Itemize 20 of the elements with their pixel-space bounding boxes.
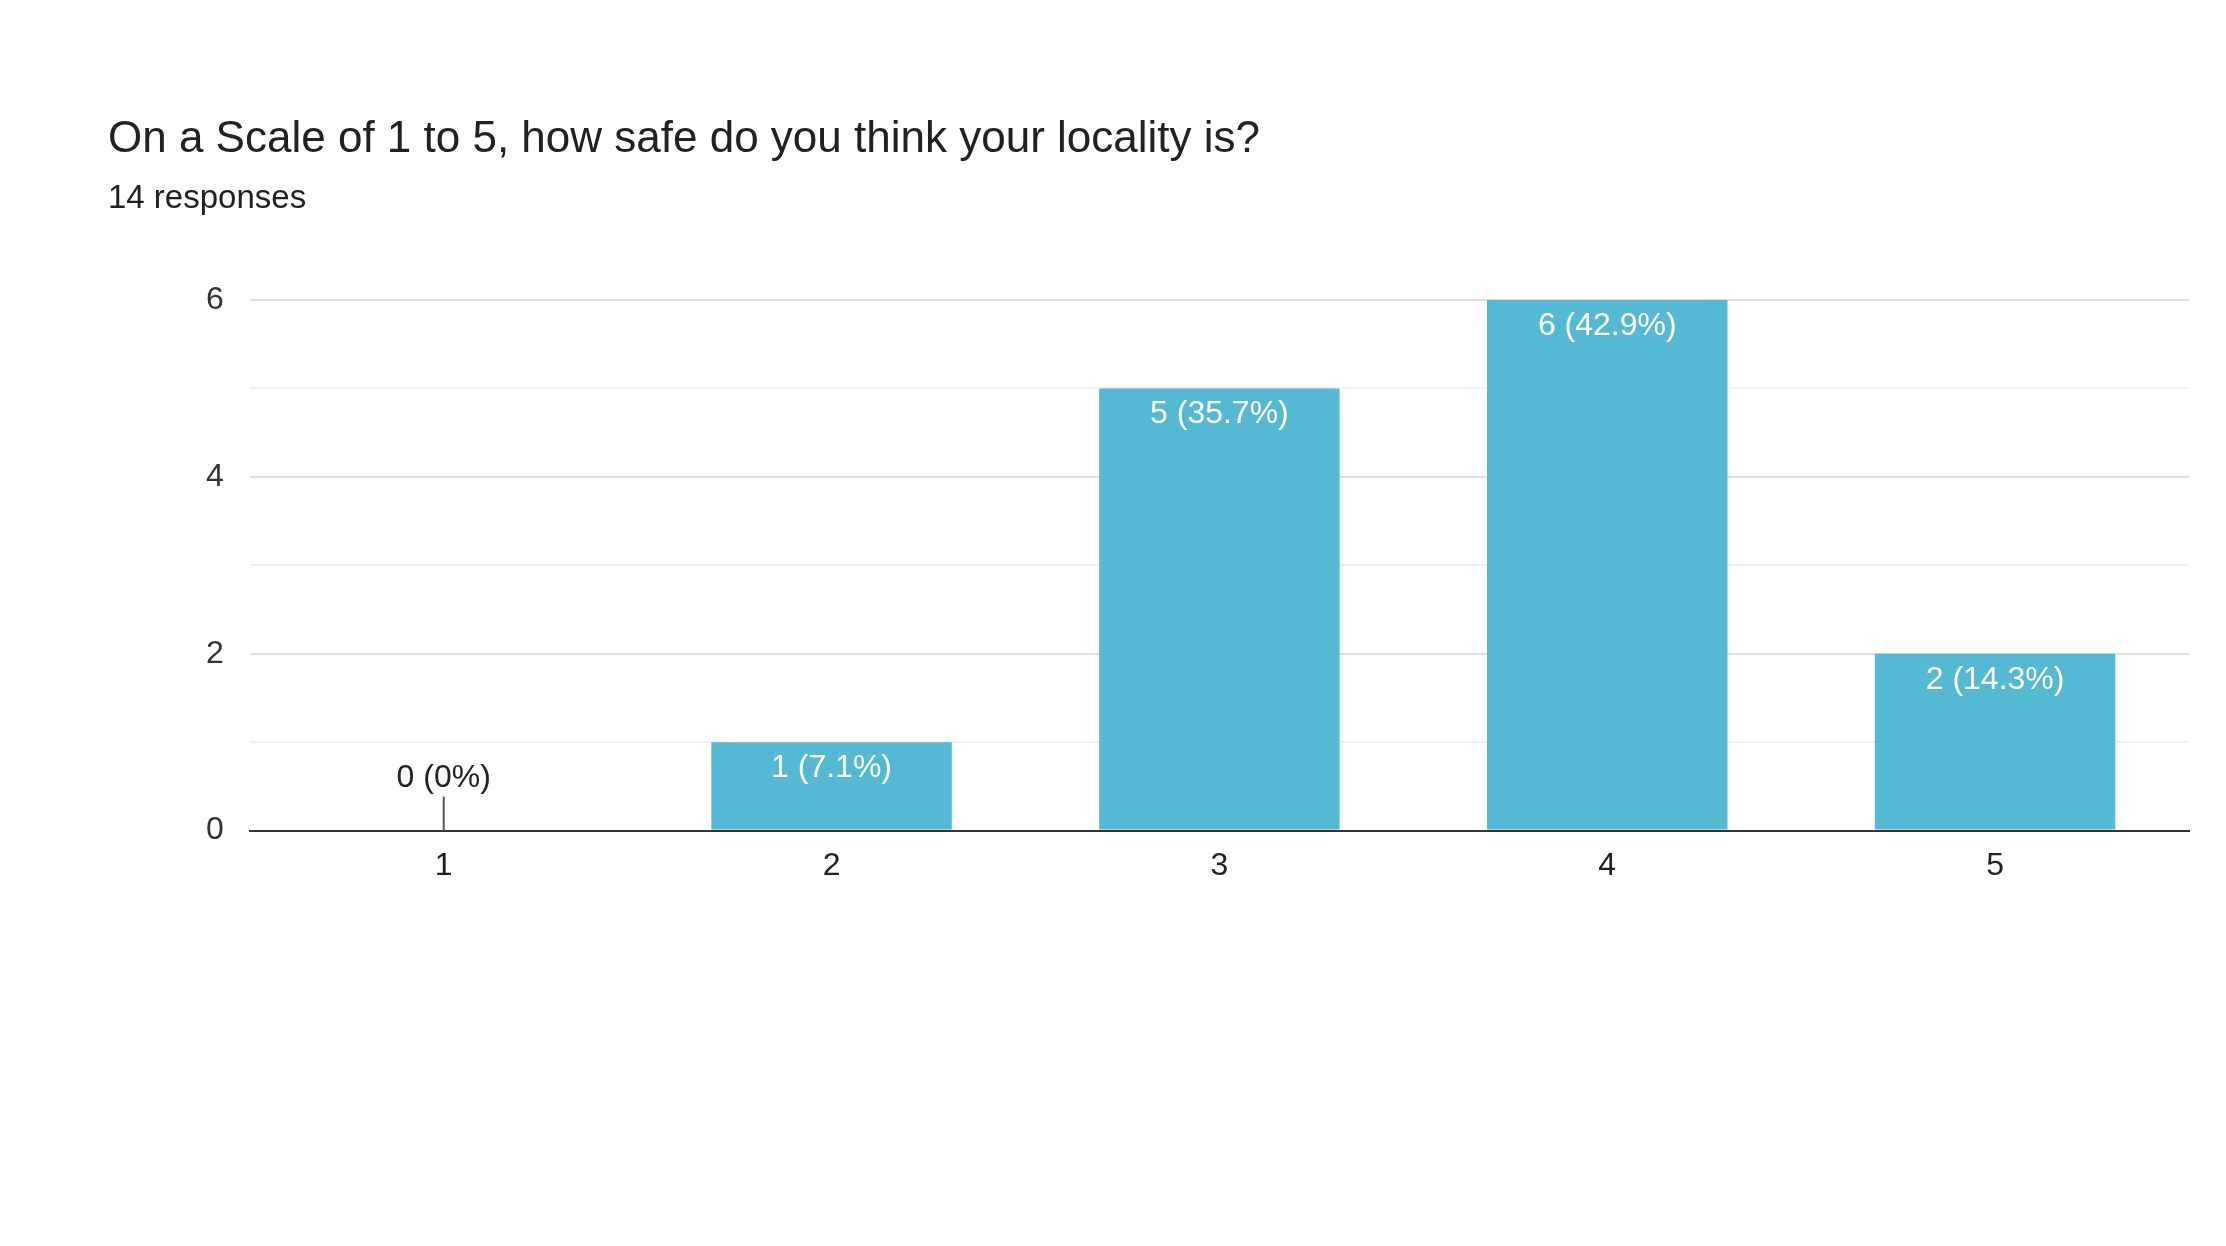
x-tick-label: 4 [1598,845,1617,882]
chart-title: On a Scale of 1 to 5, how safe do you think your locality is? [108,112,1260,162]
x-tick-label: 2 [822,845,841,882]
x-tick-label: 5 [1986,845,2004,882]
x-tick-label: 1 [434,845,453,882]
data-label: 0 (0%) [396,758,491,795]
bar [1874,653,2116,830]
data-label: 2 (14.3%) [1925,659,2065,696]
y-tick-label: 0 [206,810,224,847]
chart-subtitle: 14 responses [108,178,307,216]
bar [1487,300,1728,830]
data-label: 1 (7.1%) [771,747,893,784]
y-tick-label: 4 [206,456,224,493]
y-tick-label: 2 [206,633,224,670]
bar [711,742,952,830]
data-label: 5 (35.7%) [1150,394,1289,431]
data-label: 6 (42.9%) [1537,305,1677,342]
bar [1099,388,1340,830]
x-tick-label: 3 [1210,845,1229,882]
y-tick-label: 6 [206,279,224,316]
